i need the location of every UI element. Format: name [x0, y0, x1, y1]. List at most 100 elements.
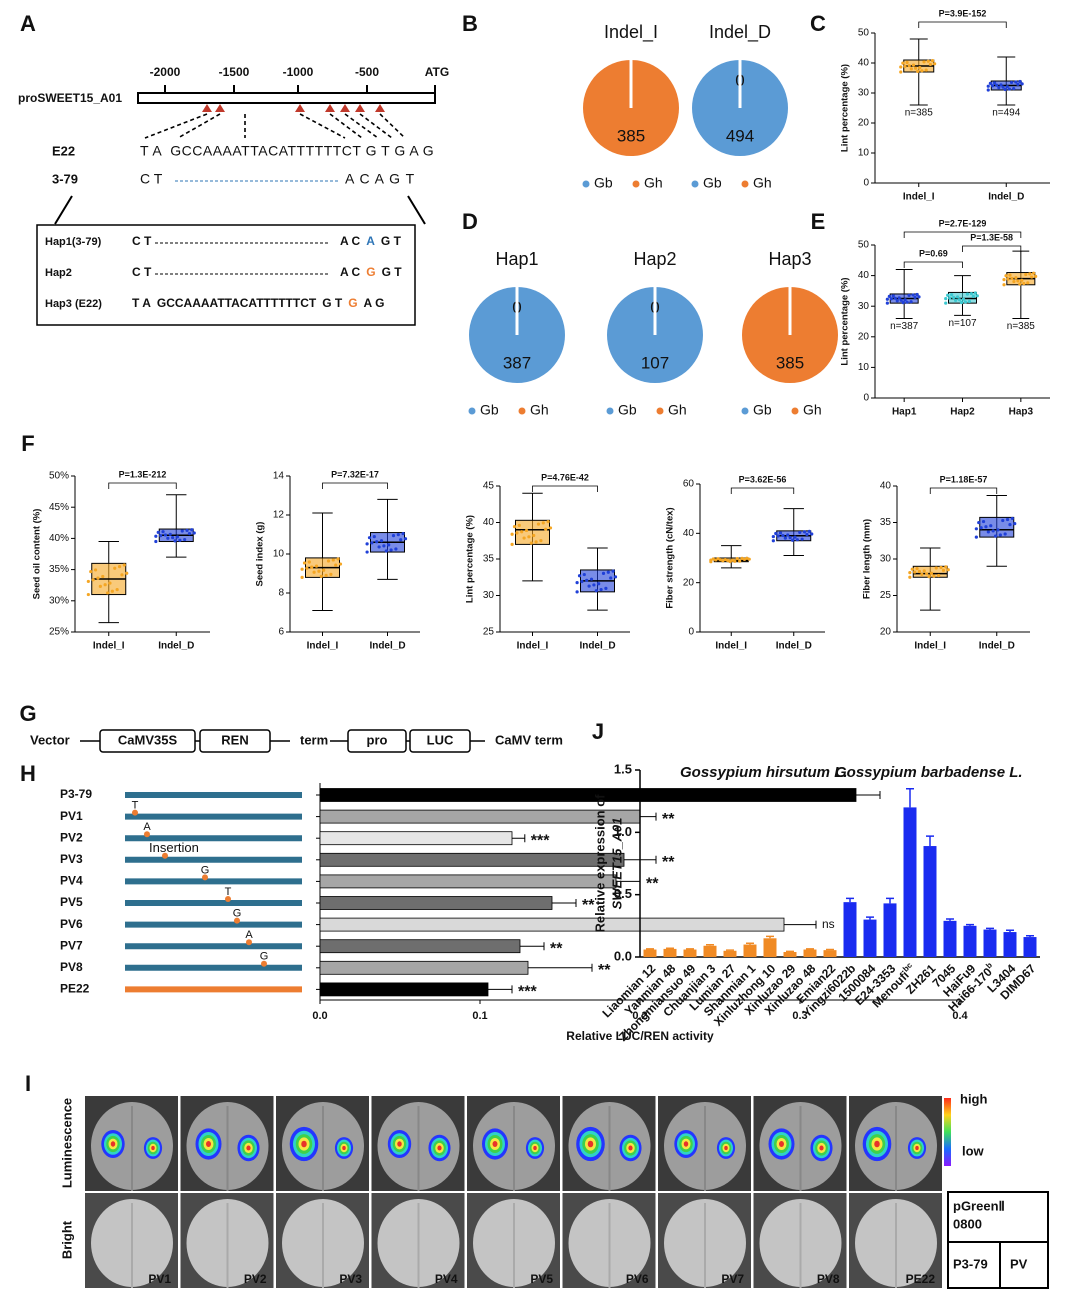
- x-axis-label: Relative LUC/REN activity: [566, 1029, 714, 1043]
- jitter-dot: [903, 298, 907, 302]
- pie-title: Indel_I: [604, 22, 658, 43]
- jitter-dot: [709, 558, 713, 562]
- jitter-dot: [991, 529, 995, 533]
- jitter-dot: [377, 545, 381, 549]
- panel-label: B: [462, 11, 478, 36]
- jitter-dot: [887, 294, 891, 298]
- jitter-dot: [546, 519, 550, 524]
- jitter-dot: [911, 293, 915, 297]
- row-label: Luminescence: [59, 1098, 74, 1188]
- vector-element-box: [347, 729, 407, 753]
- jitter-dot: [783, 536, 787, 540]
- legend-label: Gb: [753, 402, 772, 418]
- jitter-dot: [981, 519, 986, 524]
- mutation-marker: [144, 831, 150, 838]
- bar: [803, 949, 817, 957]
- jitter-dot: [735, 556, 739, 561]
- variant-link: [177, 113, 221, 139]
- jitter-dot: [1014, 276, 1018, 280]
- jitter-dot: [98, 584, 102, 588]
- haplotype-part: G T: [381, 234, 402, 248]
- mutation-marker: [132, 809, 138, 816]
- promoter-tick-label: -1000: [283, 65, 314, 79]
- jitter-dot: [1002, 278, 1006, 282]
- leaf-label: PV4: [435, 1272, 458, 1286]
- jitter-dot: [585, 578, 589, 582]
- y-tick-label: 1.5: [614, 761, 632, 776]
- significance: **: [662, 811, 675, 828]
- bar: [743, 944, 757, 957]
- bar: [683, 949, 697, 957]
- jitter-dot: [959, 300, 964, 305]
- jitter-dot: [1003, 532, 1007, 536]
- jitter-dot: [926, 59, 930, 63]
- luminescence-spot: [628, 1145, 633, 1151]
- error-bar: [726, 949, 734, 951]
- jitter-dot: [300, 575, 304, 580]
- jitter-dot: [899, 70, 903, 74]
- error-bar: [686, 948, 694, 950]
- jitter-dot: [175, 535, 180, 539]
- jitter-dot: [1032, 271, 1036, 275]
- error-bar: [1026, 935, 1034, 938]
- legend-label: Gh: [530, 402, 549, 418]
- jitter-dot: [953, 298, 958, 302]
- jitter-dot: [793, 535, 797, 539]
- jitter-dot: [974, 527, 978, 531]
- jitter-dot: [993, 81, 997, 85]
- panel-label: F: [21, 431, 34, 456]
- significance: **: [646, 876, 659, 893]
- jitter-dot: [920, 572, 924, 576]
- jitter-dot: [908, 571, 912, 575]
- y-tick-label: 45: [483, 481, 495, 492]
- jitter-dot: [544, 527, 548, 531]
- x-tick-label: 0.4: [952, 1010, 968, 1022]
- p-value: P=3.62E-56: [739, 474, 787, 484]
- y-tick-label: PV2: [60, 830, 83, 844]
- variant-triangle: [295, 104, 305, 112]
- legend-vector: 0800: [953, 1216, 982, 1231]
- jitter-dot: [996, 528, 1000, 532]
- jitter-dot: [522, 536, 526, 540]
- jitter-dot: [986, 84, 990, 88]
- jitter-dot: [961, 297, 966, 301]
- bar: [319, 982, 489, 997]
- legend-marker: [741, 180, 749, 188]
- legend-label: Gh: [644, 175, 663, 191]
- pie-title: Hap1: [495, 249, 538, 269]
- jitter-dot: [110, 589, 114, 593]
- variant-link: [344, 113, 379, 139]
- jitter-dot: [89, 569, 93, 574]
- jitter-dot: [810, 532, 814, 536]
- jitter-dot: [922, 569, 926, 573]
- jitter-dot: [948, 296, 952, 300]
- e22-label: E22: [52, 143, 75, 158]
- bar: [943, 920, 957, 957]
- jitter-dot: [740, 556, 744, 560]
- legend-marker: [691, 180, 699, 188]
- promoter-end-label: ATG: [425, 65, 449, 79]
- pie-value-label: 107: [641, 353, 669, 372]
- jitter-dot: [929, 571, 934, 575]
- jitter-dot: [1006, 277, 1010, 281]
- jitter-dot: [952, 295, 956, 300]
- jitter-dot: [372, 535, 376, 539]
- line-3-79-end: A C A G T: [345, 171, 415, 187]
- jitter-dot: [154, 534, 158, 538]
- jitter-dot: [885, 297, 889, 301]
- e22-sequence: T A GCCAAAATTACATTTTTTCT G T G A G: [140, 143, 434, 159]
- legend-label: Gb: [594, 175, 613, 191]
- legend-marker: [582, 180, 590, 188]
- jitter-dot: [899, 65, 903, 69]
- jitter-dot: [310, 565, 314, 569]
- jitter-dot: [575, 581, 579, 585]
- jitter-dot: [774, 531, 778, 536]
- jitter-dot: [115, 588, 119, 592]
- y-tick-label: 8: [278, 588, 284, 599]
- jitter-dot: [1010, 276, 1014, 280]
- jitter-dot: [790, 538, 795, 542]
- variant-link: [329, 113, 363, 139]
- mutation-label: G: [260, 951, 269, 963]
- jitter-dot: [885, 301, 889, 305]
